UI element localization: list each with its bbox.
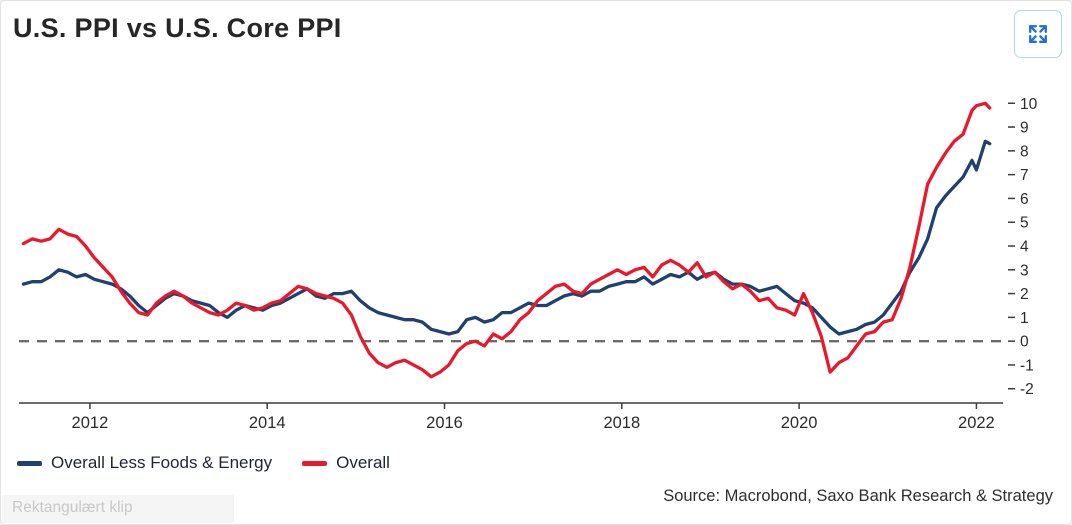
- svg-text:3: 3: [1020, 262, 1029, 279]
- svg-text:8: 8: [1020, 143, 1029, 160]
- svg-text:2012: 2012: [72, 414, 109, 432]
- svg-text:5: 5: [1020, 215, 1029, 232]
- snip-tool-label: Rektangulært klip: [2, 495, 234, 523]
- svg-text:2: 2: [1020, 286, 1029, 303]
- legend-item-core: Overall Less Foods & Energy: [17, 453, 272, 473]
- core-ppi-line-swatch: [17, 460, 42, 466]
- svg-text:10: 10: [1020, 96, 1038, 113]
- legend-label-core: Overall Less Foods & Energy: [51, 453, 273, 472]
- svg-text:2018: 2018: [603, 414, 640, 432]
- source-text: Source: Macrobond, Saxo Bank Research & …: [663, 487, 1053, 505]
- svg-text:-1: -1: [1020, 357, 1034, 374]
- page-title: U.S. PPI vs U.S. Core PPI: [13, 13, 342, 43]
- svg-text:6: 6: [1020, 191, 1029, 208]
- ppi-line-chart: 2012 2014 2016 2018 2020 2022 -2 -1 0 1 2 3 4 5 6 7 8 9 10: [19, 96, 1038, 432]
- svg-text:2014: 2014: [249, 414, 286, 432]
- svg-text:9: 9: [1020, 120, 1029, 137]
- svg-text:2022: 2022: [958, 414, 995, 432]
- svg-text:7: 7: [1020, 167, 1029, 184]
- svg-text:1: 1: [1020, 310, 1029, 327]
- chart-legend: Overall Less Foods & Energy Overall: [17, 453, 390, 473]
- svg-text:2020: 2020: [781, 414, 818, 432]
- svg-text:4: 4: [1020, 239, 1029, 256]
- svg-text:2016: 2016: [426, 414, 463, 432]
- legend-label-overall: Overall: [336, 453, 390, 472]
- svg-text:-2: -2: [1020, 381, 1034, 398]
- legend-item-overall: Overall: [302, 453, 390, 473]
- expand-button[interactable]: [1014, 10, 1062, 58]
- overall-ppi-line-swatch: [302, 460, 328, 466]
- svg-text:0: 0: [1020, 334, 1029, 351]
- expand-icon: [1029, 25, 1047, 43]
